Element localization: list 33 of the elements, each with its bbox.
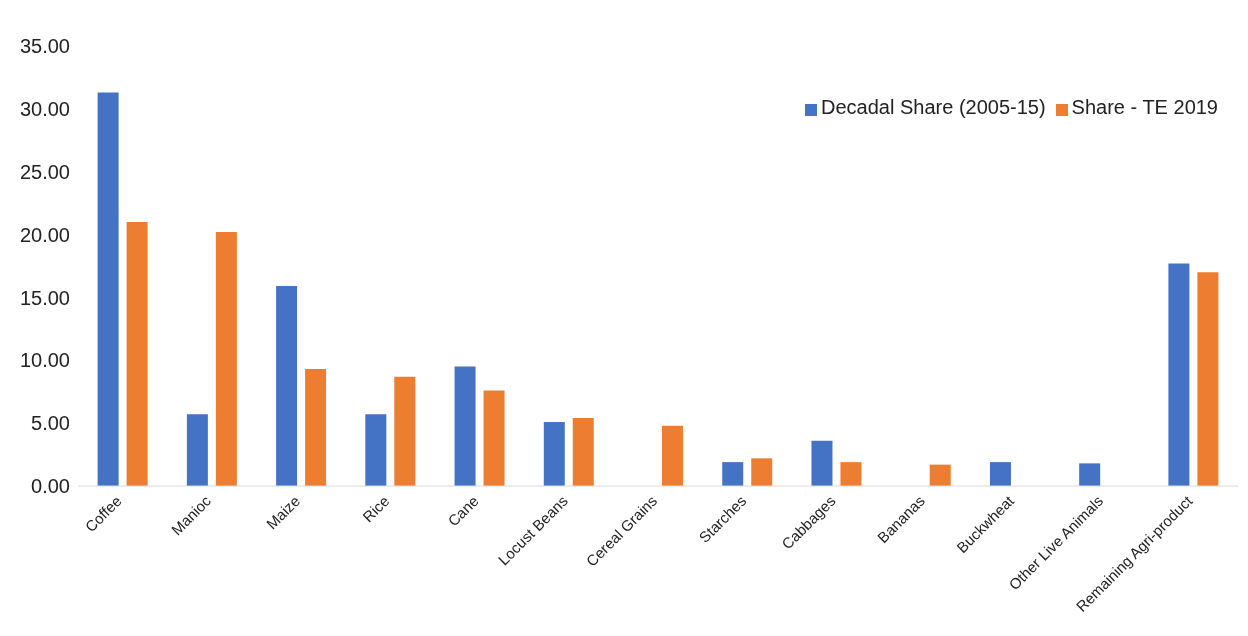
bar xyxy=(929,464,951,486)
bar xyxy=(1197,272,1219,486)
bar xyxy=(543,421,565,486)
bar xyxy=(305,369,327,486)
bar xyxy=(215,232,237,486)
bar xyxy=(276,286,298,486)
bar xyxy=(97,92,119,486)
bar xyxy=(454,366,476,486)
bar xyxy=(572,418,594,486)
bar xyxy=(751,458,773,486)
bar xyxy=(1168,263,1190,486)
bar xyxy=(483,390,505,486)
bar xyxy=(394,376,416,486)
bar xyxy=(989,462,1011,486)
y-tick-label: 25.00 xyxy=(19,160,70,183)
bar xyxy=(186,414,208,486)
y-tick-label: 35.00 xyxy=(19,35,70,58)
y-tick-label: 5.00 xyxy=(31,412,70,435)
legend-label: Decadal Share (2005-15) xyxy=(821,96,1046,118)
x-tick-label: Rice xyxy=(359,492,393,526)
bar xyxy=(126,222,148,486)
bar xyxy=(840,462,862,486)
y-tick-label: 15.00 xyxy=(19,286,70,309)
bar xyxy=(365,414,387,486)
bar xyxy=(1079,463,1101,486)
legend-label: Share - TE 2019 xyxy=(1071,96,1218,118)
bar xyxy=(722,462,744,486)
bar xyxy=(662,425,684,486)
bar xyxy=(811,440,833,486)
y-tick-label: 20.00 xyxy=(19,223,70,246)
y-tick-label: 10.00 xyxy=(19,349,70,372)
y-tick-label: 0.00 xyxy=(31,475,70,498)
y-tick-label: 30.00 xyxy=(19,97,70,120)
